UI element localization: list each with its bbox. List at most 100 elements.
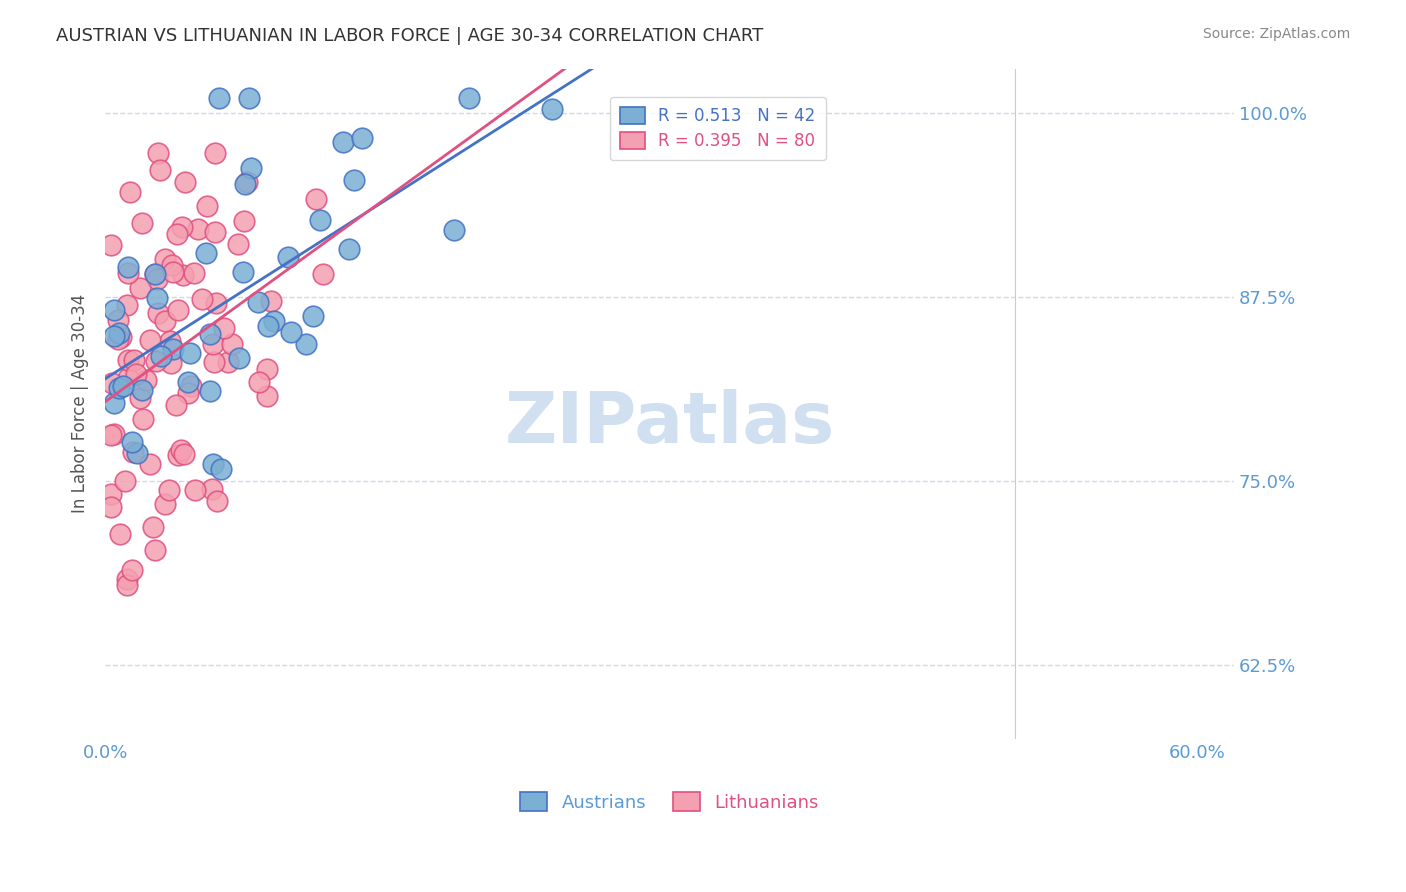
Text: AUSTRIAN VS LITHUANIAN IN LABOR FORCE | AGE 30-34 CORRELATION CHART: AUSTRIAN VS LITHUANIAN IN LABOR FORCE | …: [56, 27, 763, 45]
Point: [100, 487, 122, 501]
Point: [186, 222, 208, 236]
Point: [160, 258, 183, 272]
Point: [143, 543, 166, 558]
Point: [172, 268, 194, 282]
Point: [263, 313, 285, 327]
Point: [108, 326, 131, 340]
Point: [117, 266, 139, 280]
Point: [201, 337, 224, 351]
Point: [247, 295, 270, 310]
Point: [146, 272, 169, 286]
Point: [198, 326, 221, 341]
Point: [117, 578, 139, 592]
Point: [540, 103, 562, 117]
Point: [305, 192, 328, 206]
Point: [212, 321, 235, 335]
Point: [228, 237, 250, 252]
Point: [352, 130, 374, 145]
Point: [179, 346, 201, 360]
Point: [129, 281, 152, 295]
Point: [166, 227, 188, 241]
Legend: Austrians, Lithuanians: Austrians, Lithuanians: [509, 781, 830, 822]
Point: [131, 383, 153, 397]
Text: Source: ZipAtlas.com: Source: ZipAtlas.com: [1202, 27, 1350, 41]
Point: [173, 175, 195, 189]
Point: [238, 91, 260, 105]
Point: [162, 342, 184, 356]
Point: [166, 302, 188, 317]
Point: [232, 264, 254, 278]
Point: [162, 265, 184, 279]
Point: [111, 379, 134, 393]
Point: [198, 384, 221, 398]
Point: [100, 500, 122, 515]
Point: [132, 412, 155, 426]
Point: [100, 238, 122, 252]
Point: [165, 398, 187, 412]
Point: [217, 355, 239, 369]
Point: [295, 337, 318, 351]
Point: [159, 356, 181, 370]
Point: [114, 474, 136, 488]
Point: [103, 396, 125, 410]
Point: [207, 494, 229, 508]
Point: [209, 461, 232, 475]
Point: [128, 391, 150, 405]
Point: [170, 442, 193, 457]
Point: [131, 216, 153, 230]
Point: [139, 333, 162, 347]
Point: [153, 252, 176, 266]
Point: [256, 362, 278, 376]
Point: [201, 482, 224, 496]
Point: [309, 213, 332, 227]
Point: [236, 175, 259, 189]
Point: [240, 161, 263, 175]
Point: [107, 381, 129, 395]
Point: [153, 313, 176, 327]
Point: [155, 497, 177, 511]
Point: [124, 353, 146, 368]
Point: [148, 305, 170, 319]
Point: [117, 352, 139, 367]
Point: [247, 375, 270, 389]
Point: [121, 434, 143, 449]
Point: [260, 294, 283, 309]
Point: [170, 219, 193, 234]
Point: [221, 336, 243, 351]
Point: [256, 389, 278, 403]
Point: [177, 375, 200, 389]
Point: [115, 298, 138, 312]
Point: [195, 199, 218, 213]
Point: [190, 292, 212, 306]
Point: [108, 527, 131, 541]
Point: [277, 250, 299, 264]
Point: [173, 447, 195, 461]
Point: [145, 353, 167, 368]
Point: [107, 312, 129, 326]
Point: [166, 448, 188, 462]
Point: [343, 173, 366, 187]
Point: [103, 328, 125, 343]
Point: [100, 376, 122, 390]
Point: [103, 426, 125, 441]
Point: [125, 367, 148, 381]
Point: [228, 351, 250, 366]
Point: [257, 318, 280, 333]
Point: [145, 267, 167, 281]
Point: [183, 266, 205, 280]
Point: [103, 302, 125, 317]
Point: [443, 223, 465, 237]
Point: [204, 225, 226, 239]
Point: [110, 330, 132, 344]
Point: [302, 309, 325, 323]
Point: [312, 268, 335, 282]
Point: [204, 146, 226, 161]
Point: [280, 325, 302, 339]
Point: [107, 331, 129, 345]
Y-axis label: In Labor Force | Age 30-34: In Labor Force | Age 30-34: [72, 294, 89, 514]
Point: [184, 483, 207, 497]
Point: [458, 91, 481, 105]
Point: [142, 519, 165, 533]
Point: [127, 446, 149, 460]
Point: [139, 457, 162, 471]
